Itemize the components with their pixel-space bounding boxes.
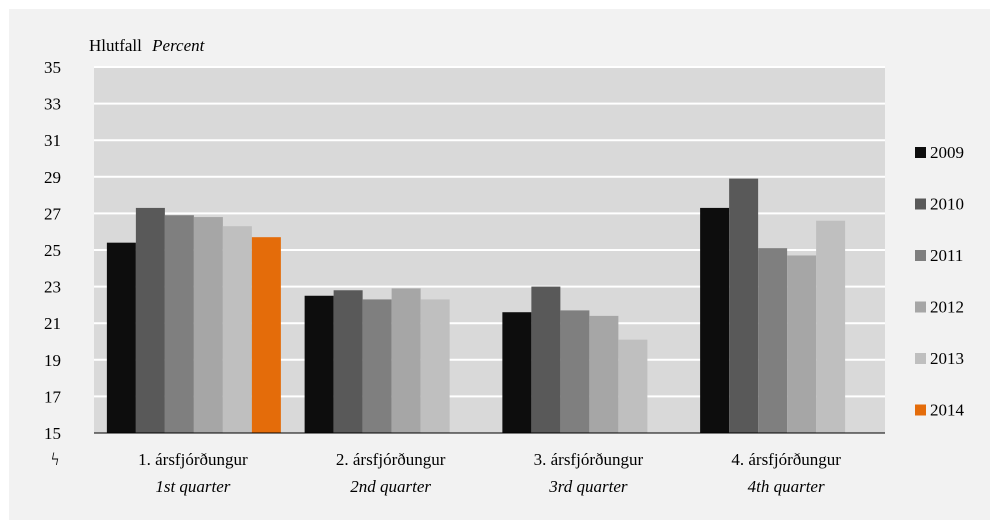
category-label-en: 4th quarter (748, 477, 825, 496)
category-label-en: 2nd quarter (350, 477, 431, 496)
bar-2012-q2 (391, 288, 421, 433)
y-axis-title: Hlutfall Percent (89, 36, 206, 55)
bar-2009-q1 (106, 242, 136, 433)
bar-2011-q1 (164, 215, 194, 433)
legend-label-2014: 2014 (930, 401, 965, 420)
y-tick-label: 21 (44, 314, 61, 333)
y-tick-label: 17 (44, 387, 62, 406)
bar-2012-q1 (193, 217, 223, 433)
category-label: 3. ársfjórðungur (534, 450, 644, 469)
y-axis-ticks: 15 17 19 21 23 25 27 29 31 33 35 (44, 58, 62, 443)
bar-2009-q3 (502, 312, 532, 433)
category-label-en: 3rd quarter (548, 477, 628, 496)
legend-swatch-2012 (915, 301, 926, 313)
bar-2010-q1 (135, 207, 165, 433)
y-tick-label: 25 (44, 241, 61, 260)
bar-2013-q4 (816, 220, 846, 433)
y-tick-label: 15 (44, 424, 61, 443)
bar-2013-q1 (222, 226, 252, 433)
legend-swatch-2014 (915, 404, 926, 416)
bar-2010-q3 (531, 286, 561, 433)
bar-2009-q4 (700, 207, 730, 433)
legend-label-2011: 2011 (930, 246, 963, 265)
y-tick-label: 23 (44, 278, 61, 297)
legend-swatch-2013 (915, 353, 926, 364)
bar-2013-q2 (420, 299, 450, 433)
legend-label-2013: 2013 (930, 349, 964, 368)
bars (106, 178, 846, 433)
legend: 2009 2010 2011 2012 2013 2014 (915, 143, 965, 420)
y-axis-title-is: Hlutfall (89, 36, 142, 55)
bar-2012-q4 (787, 255, 817, 433)
bar-2012-q3 (589, 315, 619, 433)
y-axis-title-en: Percent (151, 36, 206, 55)
bar-2011-q4 (758, 248, 788, 433)
legend-swatch-2011 (915, 250, 926, 261)
bar-2011-q3 (560, 310, 590, 433)
category-label: 2. ársfjórðungur (336, 450, 446, 469)
x-axis-categories: 1. ársfjórðungur 1st quarter 2. ársfjórðun… (138, 450, 841, 496)
category-label-en: 1st quarter (155, 477, 230, 496)
y-tick-label: 27 (44, 204, 62, 223)
category-label: 1. ársfjórðungur (138, 450, 248, 469)
legend-swatch-2009 (915, 147, 926, 158)
bar-2010-q4 (729, 178, 759, 433)
legend-label-2012: 2012 (930, 298, 964, 317)
y-tick-label: 31 (44, 131, 61, 150)
bar-2014-q1 (251, 237, 281, 433)
y-tick-label: 35 (44, 58, 61, 77)
bar-2009-q2 (304, 295, 334, 433)
bar-2010-q2 (333, 290, 363, 433)
bar-2011-q2 (362, 299, 392, 433)
y-tick-label: 33 (44, 95, 61, 114)
legend-label-2010: 2010 (930, 195, 964, 214)
y-tick-label: 29 (44, 168, 61, 187)
y-tick-label: 19 (44, 351, 61, 370)
chart-frame: 15 17 19 21 23 25 27 29 31 33 35 1. ársfjórðungur 1… (9, 9, 990, 520)
legend-label-2009: 2009 (930, 143, 964, 162)
category-label: 4. ársfjórðungur (731, 450, 841, 469)
bar-2013-q3 (618, 339, 648, 433)
legend-swatch-2010 (915, 198, 926, 210)
axis-break-icon: ϟ (51, 449, 59, 469)
